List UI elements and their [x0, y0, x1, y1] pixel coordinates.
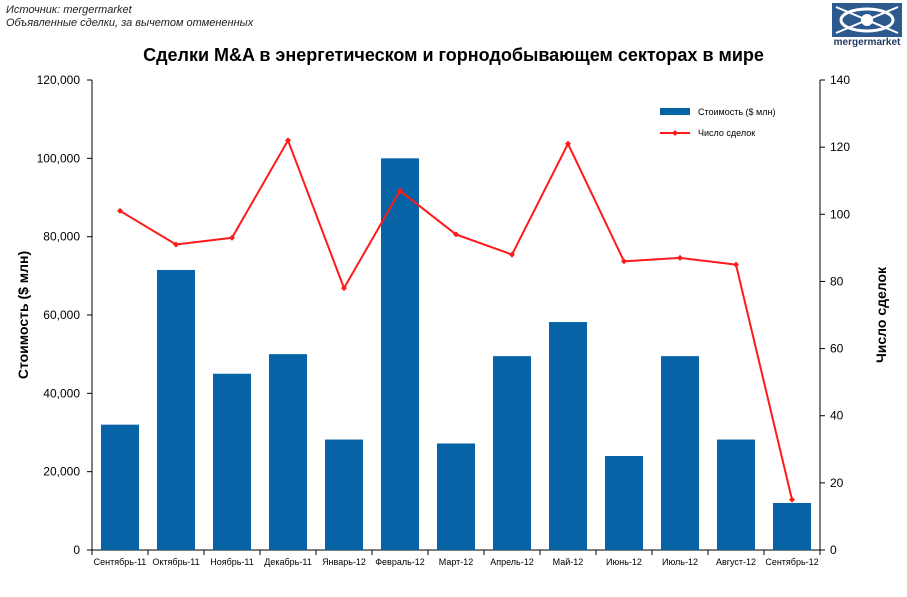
y-tick-label-left: 80,000	[43, 230, 80, 244]
line-point	[341, 285, 347, 292]
y-axis-title-right: Число сделок	[873, 266, 889, 363]
bar	[381, 158, 419, 551]
y-tick-label-left: 40,000	[43, 386, 80, 400]
bar	[661, 356, 699, 550]
y-tick-label-right: 40	[830, 409, 844, 423]
source-note: Источник: mergermarket Объявленные сделк…	[6, 4, 253, 30]
x-tick-label: Апрель-12	[490, 557, 534, 567]
bar	[269, 354, 307, 550]
y-tick-label-right: 60	[830, 342, 844, 356]
bar	[101, 424, 139, 550]
line-point	[509, 251, 515, 258]
y-tick-label-left: 0	[73, 543, 80, 557]
bar	[325, 439, 363, 550]
x-tick-label: Октябрь-11	[152, 557, 199, 567]
line-point	[173, 241, 179, 248]
y-tick-label-left: 60,000	[43, 308, 80, 322]
legend-swatch-bar	[660, 108, 690, 115]
bar	[437, 443, 475, 550]
line-point	[117, 207, 123, 214]
mergermarket-logo-icon	[832, 3, 902, 37]
x-tick-label: Март-12	[439, 557, 474, 567]
line-point	[285, 137, 291, 144]
x-tick-label: Февраль-12	[375, 557, 425, 567]
y-tick-label-right: 0	[830, 543, 837, 557]
bar	[493, 356, 531, 550]
y-tick-label-right: 80	[830, 274, 844, 288]
y-tick-label-left: 100,000	[37, 151, 81, 165]
logo-text: mergermarket	[833, 37, 901, 48]
line-point	[229, 234, 235, 241]
bar	[213, 373, 251, 550]
bar	[157, 269, 195, 550]
y-tick-label-right: 100	[830, 207, 850, 221]
x-tick-label: Июль-12	[662, 557, 698, 567]
bar	[549, 322, 587, 550]
line-point	[789, 496, 795, 503]
legend-label-bar: Стоимость ($ млн)	[698, 107, 775, 117]
legend-label-line: Число сделок	[698, 128, 755, 138]
line-point	[621, 258, 627, 265]
y-tick-label-right: 140	[830, 73, 850, 87]
source-line-1: Источник: mergermarket	[6, 4, 132, 16]
y-tick-label-left: 120,000	[37, 73, 81, 87]
x-tick-label: Сентябрь-11	[94, 557, 147, 567]
chart-title: Сделки M&A в энергетическом и горнодобыв…	[143, 45, 764, 65]
y-tick-label-right: 120	[830, 140, 850, 154]
line-point	[565, 140, 571, 147]
line-point	[677, 254, 683, 261]
y-tick-label-left: 20,000	[43, 465, 80, 479]
x-tick-label: Август-12	[716, 557, 756, 567]
x-tick-label: Декабрь-11	[264, 557, 311, 567]
bar	[717, 439, 755, 550]
line-point	[453, 231, 459, 238]
x-tick-label: Сентябрь-12	[765, 557, 818, 567]
bar	[605, 456, 643, 550]
source-line-2: Объявленные сделки, за вычетом отмененны…	[6, 17, 254, 29]
y-axis-title-left: Стоимость ($ млн)	[15, 251, 31, 379]
x-tick-label: Январь-12	[322, 557, 366, 567]
bar	[773, 503, 811, 550]
x-tick-label: Ноябрь-11	[210, 557, 254, 567]
line-point	[397, 187, 403, 194]
x-tick-label: Июнь-12	[606, 557, 642, 567]
y-tick-label-right: 20	[830, 476, 844, 490]
line-point	[733, 261, 739, 268]
legend-swatch-marker	[672, 130, 678, 136]
x-tick-label: Май-12	[553, 557, 584, 567]
